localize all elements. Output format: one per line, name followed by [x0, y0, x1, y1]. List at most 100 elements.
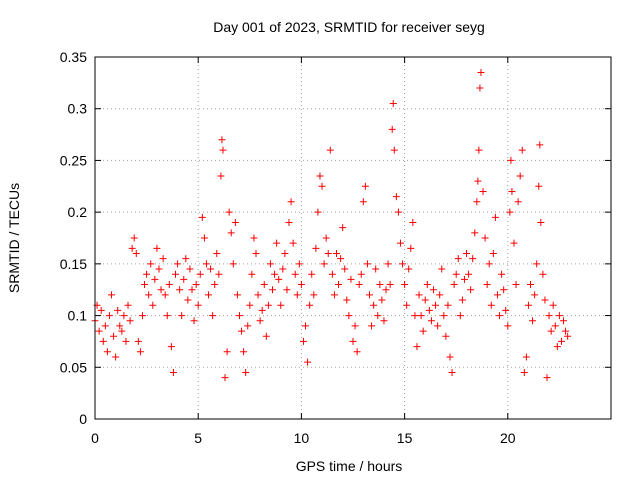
x-tick-label: 0: [91, 430, 99, 446]
data-point: [376, 281, 384, 289]
data-point: [549, 301, 557, 309]
data-point: [392, 193, 400, 201]
data-point: [110, 332, 118, 340]
chart-title: Day 001 of 2023, SRMTID for receiver sey…: [213, 19, 485, 35]
data-point: [211, 281, 219, 289]
y-tick-label: 0.1: [68, 308, 88, 324]
data-point: [374, 312, 382, 320]
x-tick-label: 10: [294, 430, 310, 446]
data-point: [161, 291, 169, 299]
data-point: [520, 368, 528, 376]
data-point: [483, 281, 491, 289]
data-point: [533, 260, 541, 268]
data-point: [95, 327, 103, 335]
data-point: [557, 337, 565, 345]
data-point: [378, 296, 386, 304]
data-point: [269, 286, 277, 294]
data-point: [536, 141, 544, 149]
data-point: [444, 301, 452, 309]
data-point: [132, 250, 140, 258]
data-point: [551, 322, 559, 330]
data-point: [266, 260, 274, 268]
data-point: [562, 327, 570, 335]
data-point: [287, 198, 295, 206]
data-point: [531, 291, 539, 299]
data-point: [382, 286, 390, 294]
data-point: [345, 312, 353, 320]
data-point: [248, 270, 256, 278]
data-point: [279, 265, 287, 273]
data-point: [496, 312, 504, 320]
data-point: [460, 275, 468, 283]
data-point: [471, 229, 479, 237]
data-point: [188, 286, 196, 294]
data-point: [547, 327, 555, 335]
data-point: [489, 250, 497, 258]
data-point: [419, 327, 427, 335]
data-point: [355, 281, 363, 289]
data-point: [415, 291, 423, 299]
data-point: [218, 136, 226, 144]
data-point: [529, 317, 537, 325]
data-point: [388, 125, 396, 133]
data-point: [351, 322, 359, 330]
data-point: [475, 146, 483, 154]
y-tick-label: 0: [79, 411, 87, 427]
data-point: [281, 250, 289, 258]
data-point: [186, 265, 194, 273]
data-point: [508, 187, 516, 195]
y-tick-label: 0.3: [68, 101, 88, 117]
y-tick-label: 0.25: [60, 152, 87, 168]
data-point: [366, 291, 374, 299]
data-point: [469, 255, 477, 263]
data-point: [427, 317, 435, 325]
data-point: [213, 250, 221, 258]
data-point: [524, 301, 532, 309]
data-point: [141, 281, 149, 289]
x-tick-label: 5: [194, 430, 202, 446]
data-point: [122, 337, 130, 345]
data-point: [246, 301, 254, 309]
data-point: [405, 265, 413, 273]
data-point: [396, 239, 404, 247]
data-point: [138, 312, 146, 320]
data-point: [403, 301, 411, 309]
data-point: [330, 291, 338, 299]
data-point: [527, 281, 535, 289]
plot-frame: [94, 56, 612, 420]
data-point: [357, 270, 365, 278]
data-point: [474, 177, 482, 185]
data-point: [169, 368, 177, 376]
data-point: [108, 291, 116, 299]
data-point: [264, 301, 272, 309]
x-tick-label: 15: [397, 430, 413, 446]
data-point: [202, 260, 210, 268]
data-point: [215, 270, 223, 278]
data-point: [328, 270, 336, 278]
data-point: [535, 182, 543, 190]
data-point: [256, 317, 264, 325]
data-point: [176, 286, 184, 294]
data-point: [389, 100, 397, 108]
data-point: [448, 368, 456, 376]
data-point: [560, 317, 568, 325]
data-point: [500, 286, 508, 294]
data-point: [504, 322, 512, 330]
data-point: [190, 317, 198, 325]
data-point: [283, 286, 291, 294]
data-point: [310, 291, 318, 299]
data-point: [291, 270, 299, 278]
x-tick-label: 20: [500, 430, 516, 446]
data-point: [370, 301, 378, 309]
data-point: [506, 208, 514, 216]
data-point: [522, 353, 530, 361]
data-point: [394, 208, 402, 216]
data-point: [244, 322, 252, 330]
data-point: [277, 301, 285, 309]
data-point: [429, 286, 437, 294]
data-point: [458, 296, 466, 304]
data-point: [149, 301, 157, 309]
data-point: [221, 374, 229, 382]
data-point: [295, 260, 303, 268]
data-point: [516, 172, 524, 180]
